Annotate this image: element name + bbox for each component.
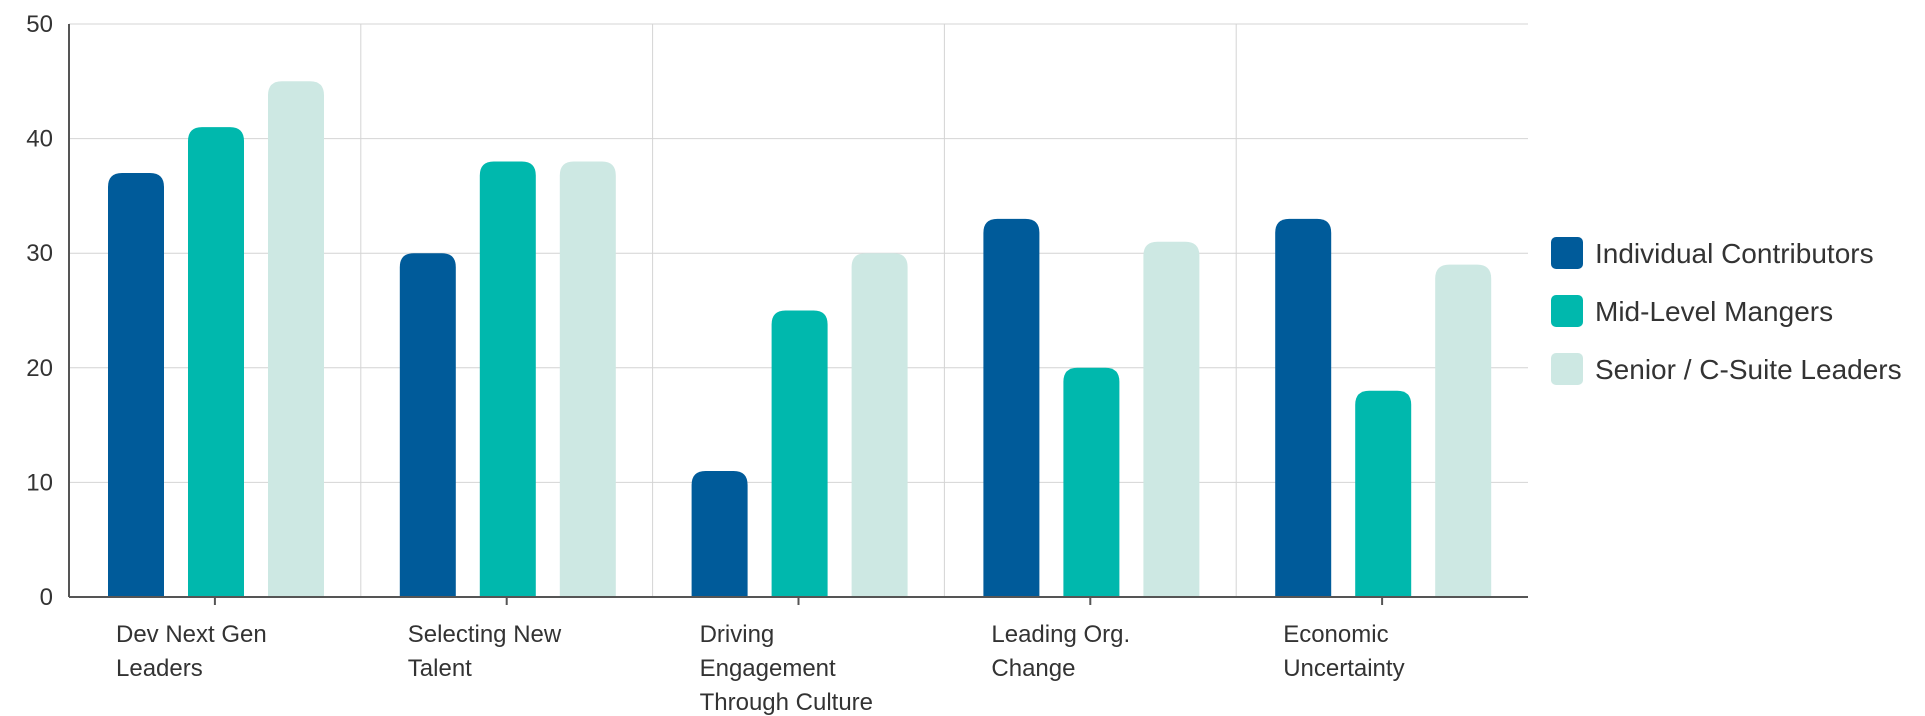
legend-label: Mid-Level Mangers xyxy=(1595,296,1833,327)
x-tick-label: Selecting New Talent xyxy=(408,621,562,682)
bar-mid-level-mangers-1 xyxy=(479,161,536,597)
bar-mid-level-mangers-3 xyxy=(1063,367,1120,597)
bar-individual-contributors-2 xyxy=(691,470,748,597)
bar-individual-contributors-0 xyxy=(108,172,164,598)
bar-individual-contributors-4 xyxy=(1275,218,1332,597)
y-tick-label: 30 xyxy=(26,240,53,267)
x-tick-label-line: Driving xyxy=(700,621,775,648)
x-tick-label: Dev Next Gen Leaders xyxy=(116,621,267,682)
x-tick-label: Leading Org. Change xyxy=(991,621,1130,682)
x-tick-label-line: Economic xyxy=(1283,621,1388,648)
x-tick-label-line: Uncertainty xyxy=(1283,655,1404,682)
y-tick-label: 10 xyxy=(26,469,53,496)
bar-individual-contributors-1 xyxy=(399,253,456,597)
bar-senior-c-suite-leaders-2 xyxy=(851,253,908,597)
bar-senior-c-suite-leaders-4 xyxy=(1435,264,1492,597)
axes: 0 10 20 30 40 50 Dev Next Gen Leaders Selecting … xyxy=(26,11,1528,716)
bar-mid-level-mangers-0 xyxy=(188,127,244,597)
bar-senior-c-suite-leaders-3 xyxy=(1143,241,1200,598)
x-tick-label-line: Selecting New xyxy=(408,621,562,648)
x-tick-label-line: Dev Next Gen xyxy=(116,621,267,648)
y-tick-label: 0 xyxy=(40,584,53,611)
x-tick-label: Driving Engagement Through Culture xyxy=(700,621,873,716)
x-tick-label-line: Leaders xyxy=(116,655,203,682)
legend-swatch xyxy=(1551,353,1583,385)
x-tick-label: Economic Uncertainty xyxy=(1283,621,1404,682)
bar-mid-level-mangers-4 xyxy=(1355,390,1412,597)
y-tick-label: 50 xyxy=(26,11,53,38)
legend-label: Senior / C-Suite Leaders xyxy=(1595,354,1902,385)
bars xyxy=(108,81,1492,598)
y-tick-label: 20 xyxy=(26,355,53,382)
bar-senior-c-suite-leaders-1 xyxy=(559,161,616,597)
x-tick-label-line: Through Culture xyxy=(700,689,873,716)
bar-mid-level-mangers-2 xyxy=(771,310,828,597)
x-tick-label-line: Engagement xyxy=(700,655,836,682)
legend: Individual Contributors Mid-Level Mangers… xyxy=(1551,237,1902,385)
x-tick-label-line: Leading Org. xyxy=(991,621,1130,648)
bar-individual-contributors-3 xyxy=(983,218,1040,597)
x-tick-label-line: Talent xyxy=(408,655,472,682)
bar-senior-c-suite-leaders-0 xyxy=(268,81,324,598)
legend-swatch xyxy=(1551,295,1583,327)
legend-label: Individual Contributors xyxy=(1595,238,1874,269)
legend-swatch xyxy=(1551,237,1583,269)
x-tick-label-line: Change xyxy=(991,655,1075,682)
y-tick-label: 40 xyxy=(26,126,53,153)
